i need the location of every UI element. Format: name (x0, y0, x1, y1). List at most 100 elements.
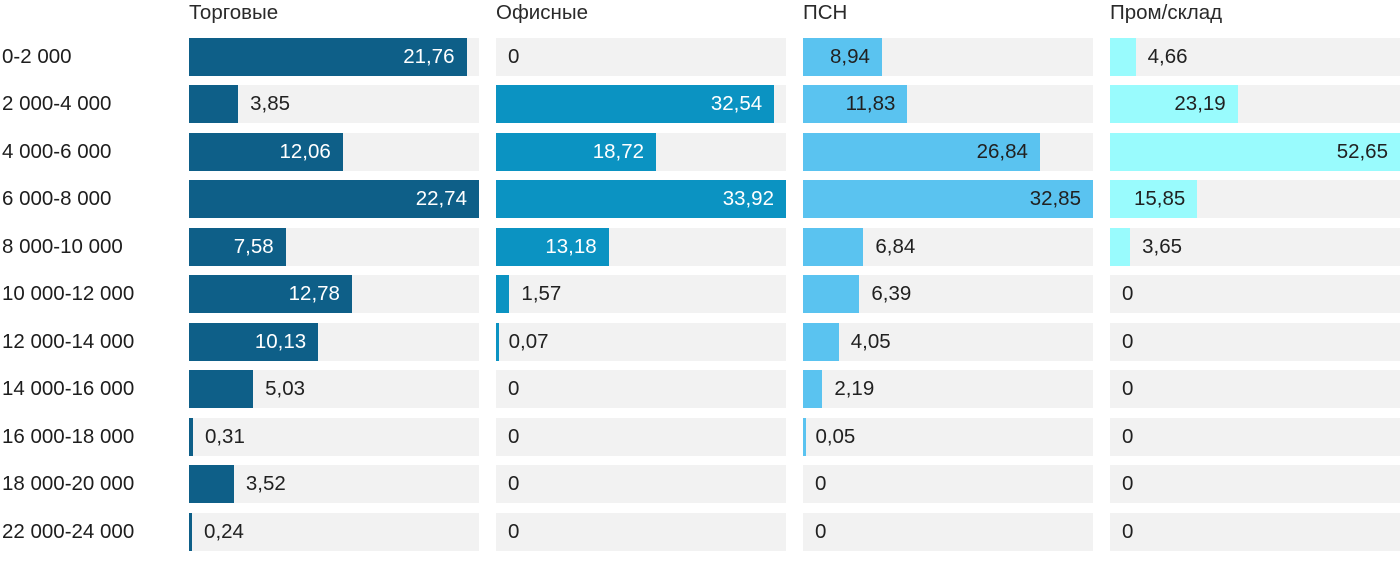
bar-track: 0 (803, 512, 1093, 551)
bar-value: 0 (508, 472, 520, 495)
bar-value: 8,94 (830, 44, 870, 68)
bar-track: 0,24 (189, 512, 479, 551)
row-label: 6 000-8 000 (2, 187, 112, 210)
bar-track: 21,76 (189, 37, 479, 76)
bar-value: 18,72 (592, 139, 645, 163)
bar-track: 32,85 (803, 180, 1093, 218)
bar-value: 0,05 (815, 424, 856, 448)
bar (803, 417, 806, 456)
row-label: 4 000-6 000 (2, 139, 112, 163)
bar-value: 23,19 (1174, 92, 1226, 115)
bar-track: 3,52 (189, 465, 479, 503)
bar-track: 0,31 (189, 417, 479, 456)
bar-track: 52,65 (1110, 132, 1400, 171)
bar: 21,76 (189, 37, 467, 76)
bar-value: 3,65 (1142, 234, 1182, 258)
bar-track: 12,06 (189, 132, 479, 171)
bar-track: 0 (496, 465, 786, 503)
chart-corner-spacer (0, 0, 172, 28)
bar: 12,78 (189, 275, 352, 313)
bar-value: 0 (815, 519, 827, 543)
bar-value: 0 (1122, 329, 1134, 353)
bar-track: 22,74 (189, 180, 479, 218)
bar (803, 227, 864, 266)
column-header-3: ПСН (803, 1, 848, 24)
bar-track: 12,78 (189, 275, 479, 313)
bar-value: 4,66 (1147, 44, 1188, 68)
bar (803, 370, 823, 408)
bar-value: 0 (815, 472, 827, 495)
bar-track: 5,03 (189, 370, 479, 408)
bar-value: 0 (1122, 472, 1134, 495)
bar: 10,13 (189, 322, 319, 361)
bar (496, 275, 510, 313)
bar-value: 0 (1122, 424, 1134, 448)
bar-track: 4,05 (803, 322, 1093, 361)
bar-value: 0 (508, 377, 520, 400)
bar-track: 15,85 (1110, 180, 1400, 218)
row-label: 0-2 000 (2, 44, 72, 68)
bar-track: 33,92 (496, 180, 786, 218)
bar-value: 12,06 (279, 139, 331, 163)
bar-track: 10,13 (189, 322, 479, 361)
bar-value: 6,39 (871, 282, 912, 305)
bar-value: 6,84 (875, 234, 916, 258)
bar-track: 0,07 (496, 322, 786, 361)
bar-value: 0 (508, 519, 520, 543)
bar-value: 0 (508, 44, 520, 68)
bar: 33,92 (496, 180, 786, 218)
bar-track: 0 (1110, 322, 1400, 361)
bar-value: 22,74 (415, 187, 467, 210)
row-label: 8 000-10 000 (2, 234, 123, 258)
bar-track: 18,72 (496, 132, 786, 171)
bar-value: 0 (1122, 519, 1134, 543)
bar-track: 0 (1110, 512, 1400, 551)
bar-track: 6,84 (803, 227, 1093, 266)
bar-track: 1,57 (496, 275, 786, 313)
bar-value: 13,18 (545, 234, 597, 258)
bar-track: 32,54 (496, 85, 786, 123)
bar-value: 3,85 (250, 92, 290, 115)
column-header-1: Торговые (189, 1, 279, 24)
bar-value: 0 (508, 424, 520, 448)
bar-value: 0,31 (204, 424, 245, 448)
bar-track: 0,05 (803, 417, 1093, 456)
bar-track: 0 (1110, 370, 1400, 408)
bar-value: 32,54 (710, 92, 763, 115)
row-label: 14 000-16 000 (2, 377, 135, 400)
bar-value: 3,52 (245, 472, 286, 495)
bar (1110, 37, 1136, 76)
bar-track: 7,58 (189, 227, 479, 266)
bar-value: 12,78 (288, 282, 340, 305)
bar-track: 13,18 (496, 227, 786, 266)
bar: 32,85 (803, 180, 1093, 218)
row-label: 10 000-12 000 (2, 282, 135, 305)
bar: 52,65 (1110, 132, 1400, 171)
bar: 23,19 (1110, 85, 1238, 123)
bar: 8,94 (803, 37, 882, 76)
bar-value: 0,24 (204, 519, 244, 543)
bar-track: 3,65 (1110, 227, 1400, 266)
bar-track: 0 (496, 37, 786, 76)
bar: 18,72 (496, 132, 657, 171)
bar-track: 0 (1110, 275, 1400, 313)
bar-track: 4,66 (1110, 37, 1400, 76)
bar-value: 1,57 (521, 282, 562, 305)
bar: 22,74 (189, 180, 479, 218)
bar (189, 370, 254, 408)
bar-value: 11,83 (845, 92, 896, 115)
bar-value: 4,05 (850, 329, 891, 353)
bar-track: 26,84 (803, 132, 1093, 171)
bar: 13,18 (496, 227, 609, 266)
bar (189, 417, 193, 456)
bar: 26,84 (803, 132, 1040, 171)
bar-track: 11,83 (803, 85, 1093, 123)
bar (189, 85, 239, 123)
bar-track: 0 (803, 465, 1093, 503)
bar-value: 26,84 (976, 139, 1028, 163)
bar-value: 0,07 (508, 329, 549, 353)
bar-chart: Торговые Офисные ПСН Пром/склад 0-2 000 21,76… (0, 0, 1400, 551)
bar: 15,85 (1110, 180, 1198, 218)
bar: 12,06 (189, 132, 343, 171)
bar-track: 6,39 (803, 275, 1093, 313)
